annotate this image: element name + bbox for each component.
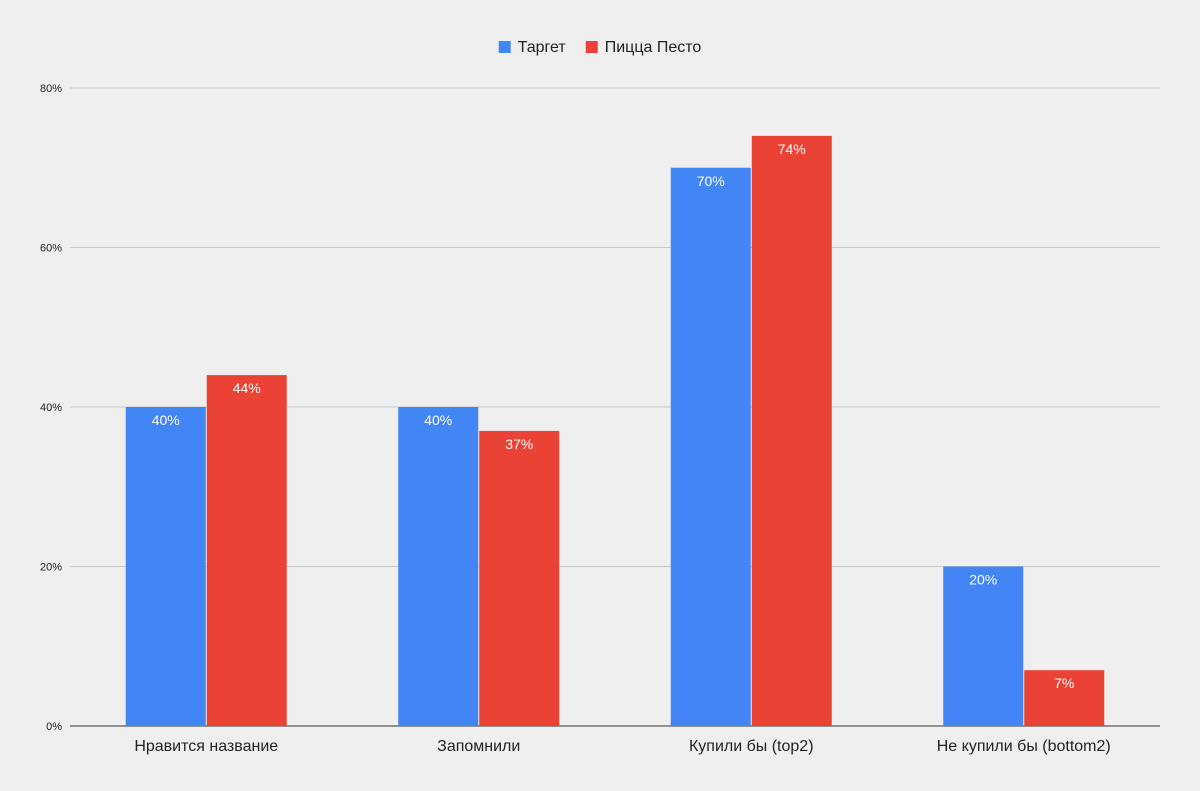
- y-tick-label: 80%: [40, 83, 62, 95]
- bar-target-3: [943, 566, 1024, 726]
- x-category-label: Нравится название: [134, 738, 278, 755]
- y-axis-ticks: 0% 20% 40% 60% 80%: [40, 83, 62, 733]
- data-label: 74%: [778, 141, 806, 157]
- legend-label: Пицца Песто: [605, 39, 702, 56]
- bar-pesto-1: [479, 430, 560, 726]
- data-label: 20%: [969, 572, 997, 588]
- y-tick-label: 0%: [46, 721, 62, 733]
- y-tick-label: 20%: [40, 562, 62, 574]
- legend-swatch: [498, 41, 511, 53]
- data-label: 37%: [505, 436, 533, 452]
- legend-swatch: [585, 41, 598, 53]
- bar-pesto-3: [1024, 670, 1105, 726]
- bar-target-0: [125, 407, 206, 726]
- bar-pesto-2: [751, 135, 832, 727]
- data-label: 40%: [152, 412, 180, 428]
- y-tick-label: 60%: [40, 243, 62, 255]
- x-category-label: Купили бы (top2): [689, 738, 814, 755]
- data-label: 44%: [233, 380, 261, 396]
- legend-label: Таргет: [518, 39, 567, 56]
- x-category-label: Не купили бы (bottom2): [937, 738, 1111, 755]
- bar-target-1: [398, 407, 479, 726]
- y-tick-label: 40%: [40, 402, 62, 414]
- data-label: 70%: [697, 173, 725, 189]
- bar-pesto-0: [206, 375, 287, 726]
- data-label: 40%: [424, 412, 452, 428]
- bar-target-2: [670, 167, 751, 726]
- data-labels: 40% 44% 40% 37% 70% 74% 20% 7%: [152, 141, 1075, 691]
- legend: Таргет Пицца Песто: [498, 39, 702, 56]
- bars: [125, 135, 1105, 727]
- x-category-label: Запомнили: [437, 738, 520, 755]
- x-axis-categories: Нравится название Запомнили Купили бы (top…: [134, 738, 1110, 755]
- data-label: 7%: [1054, 675, 1074, 691]
